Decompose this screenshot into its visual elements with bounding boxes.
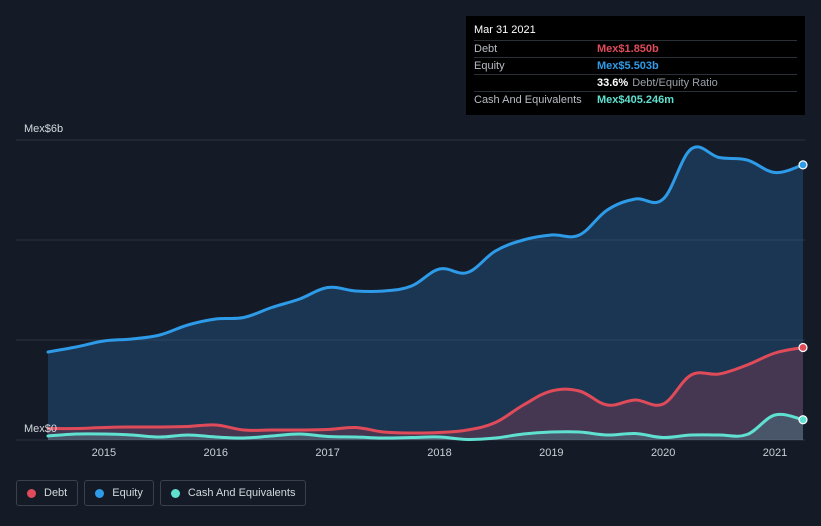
equity-area [48,146,803,440]
tooltip-equity-label: Equity [474,60,505,72]
legend-label-equity: Equity [112,487,143,499]
legend-dot-icon [95,488,105,498]
data-tooltip: Mar 31 2021 Debt Mex$1.850b Equity Mex$5… [466,16,805,115]
tooltip-debt-label: Debt [474,43,498,55]
legend-dot-icon [27,488,36,498]
equity-line [46,145,805,354]
cash-and-equivalents-end-point [798,415,808,425]
legend-dot-icon [170,488,180,498]
x-tick-label: 2021 [763,447,787,459]
tooltip-cash-label: Cash And Equivalents [474,94,582,106]
debt-end-point [798,342,808,353]
y-axis-top-label: Mex$6b [24,123,63,135]
y-axis-bottom-label: Mex$0 [24,423,57,435]
gridlines [16,139,805,441]
legend-label-debt: Debt [44,487,68,499]
debt-line [46,346,805,435]
series-areas [48,146,803,440]
chart-legend: Debt Equity Cash And Equivalents [16,480,307,506]
cash-and-equivalents-area [48,414,803,440]
legend-item-debt[interactable]: Debt [16,480,79,506]
tooltip-cash-row: Cash And Equivalents Mex$405.246m [474,91,797,108]
tooltip-debt-row: Debt Mex$1.850b [474,40,797,57]
tooltip-equity-row: Equity Mex$5.503b [474,57,797,74]
legend-label-cash: Cash And Equivalents [187,487,296,499]
tooltip-ratio-row: 33.6% Debt/Equity Ratio [474,74,797,91]
x-tick-label: 2016 [204,447,228,459]
tooltip-ratio-value: 33.6% [597,77,629,89]
tooltip-debt-value: Mex$1.850b [597,43,659,55]
tooltip-ratio-label: Debt/Equity Ratio [632,77,718,89]
equity-end-point [798,160,808,170]
x-tick-label: 2019 [539,447,563,459]
series-lines [46,145,805,442]
debt-area [48,347,803,440]
tooltip-cash-value: Mex$405.246m [597,94,675,106]
series-end-dots [798,160,808,425]
x-tick-label: 2017 [315,447,339,459]
legend-item-equity[interactable]: Equity [84,480,154,506]
tooltip-date: Mar 31 2021 [474,24,536,36]
x-tick-label: 2015 [92,447,116,459]
x-axis-ticks: 2015 2016 2017 2018 2019 2020 2021 [92,447,788,459]
x-tick-label: 2018 [427,447,451,459]
x-tick-label: 2020 [651,447,675,459]
legend-item-cash[interactable]: Cash And Equivalents [159,480,307,506]
tooltip-equity-value: Mex$5.503b [597,60,659,72]
cash-and-equivalents-line [46,412,805,442]
